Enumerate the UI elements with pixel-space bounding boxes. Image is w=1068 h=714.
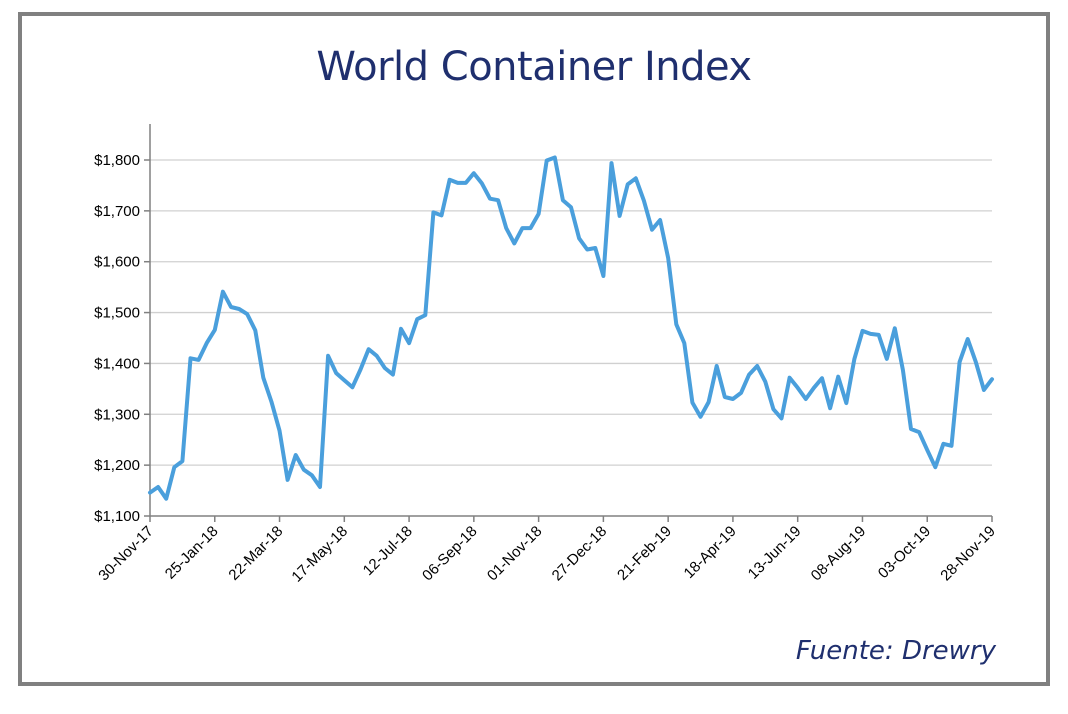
y-tick-label: $1,300 <box>94 406 140 423</box>
y-tick-label: $1,200 <box>94 457 140 474</box>
x-tick-label: 22-Mar-18 <box>225 523 286 584</box>
x-tick-label: 08-Aug-19 <box>808 523 870 585</box>
y-tick-label: $1,800 <box>94 152 140 169</box>
y-tick-label: $1,700 <box>94 203 140 220</box>
x-tick-label: 25-Jan-18 <box>162 523 222 583</box>
y-tick-label: $1,500 <box>94 305 140 322</box>
y-tick-label: $1,600 <box>94 254 140 271</box>
x-tick-label: 28-Nov-19 <box>937 523 999 585</box>
x-tick-label: 30-Nov-17 <box>95 523 157 585</box>
source-note: Fuente: Drewry <box>795 636 996 666</box>
x-tick-label: 17-May-18 <box>288 523 351 586</box>
series-line <box>148 155 994 501</box>
chart-frame <box>18 12 1050 686</box>
chart-title: World Container Index <box>316 44 752 90</box>
y-tick-label: $1,400 <box>94 355 140 372</box>
y-tick-label: $1,100 <box>94 508 140 525</box>
x-tick-label: 01-Nov-18 <box>484 523 546 585</box>
x-tick-label: 06-Sep-18 <box>419 523 481 585</box>
x-tick-label: 21-Feb-19 <box>614 523 675 584</box>
x-tick-label: 03-Oct-19 <box>875 523 934 582</box>
x-tick-label: 18-Apr-19 <box>681 523 740 582</box>
x-tick-label: 12-Jul-18 <box>360 523 416 579</box>
x-tick-label: 13-Jun-19 <box>745 523 805 583</box>
x-tick-label: 27-Dec-18 <box>549 523 611 585</box>
